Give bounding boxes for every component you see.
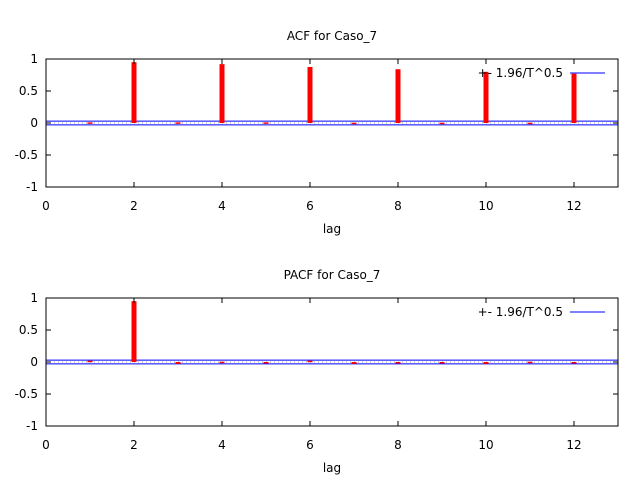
y-tick-label: -1 [26, 180, 38, 194]
y-tick-label: 1 [30, 52, 38, 66]
bar-lag-4 [219, 361, 225, 364]
bar-lag-7 [351, 362, 357, 364]
bar-lag-5 [263, 122, 269, 124]
y-tick-label: -0.5 [15, 387, 38, 401]
x-tick-label: 6 [306, 199, 314, 213]
y-tick-label: 0 [30, 116, 38, 130]
bar-lag-11 [527, 361, 533, 364]
x-tick-label: 4 [218, 438, 226, 452]
y-tick-label: 1 [30, 291, 38, 305]
x-tick-label: 2 [130, 199, 138, 213]
x-tick-label: 0 [42, 438, 50, 452]
bar-lag-1 [87, 122, 93, 124]
x-tick-label: 8 [394, 438, 402, 452]
bar-lag-1 [87, 360, 93, 363]
bar-lag-6 [307, 67, 313, 123]
bar-lag-6 [307, 360, 313, 363]
x-tick-label: 2 [130, 438, 138, 452]
x-axis-label: lag [323, 222, 341, 236]
bar-lag-3 [175, 122, 181, 124]
legend-label: +- 1.96/T^0.5 [478, 66, 563, 80]
bar-lag-12 [571, 362, 577, 364]
bar-lag-3 [175, 362, 181, 364]
x-tick-label: 8 [394, 199, 402, 213]
bar-lag-11 [527, 122, 533, 125]
x-tick-label: 0 [42, 199, 50, 213]
y-tick-label: -1 [26, 419, 38, 433]
y-tick-label: -0.5 [15, 148, 38, 162]
x-tick-label: 12 [566, 438, 581, 452]
bar-lag-8 [395, 362, 401, 364]
bar-lag-12 [571, 73, 577, 123]
x-tick-label: 12 [566, 199, 581, 213]
bar-lag-8 [395, 69, 401, 123]
bar-lag-10 [483, 71, 489, 123]
legend-label: +- 1.96/T^0.5 [478, 305, 563, 319]
bar-lag-2 [131, 301, 137, 362]
x-tick-label: 4 [218, 199, 226, 213]
chart-title: PACF for Caso_7 [284, 268, 381, 282]
x-tick-label: 10 [478, 199, 493, 213]
bar-lag-2 [131, 62, 137, 123]
y-tick-label: 0 [30, 355, 38, 369]
y-tick-label: 0.5 [19, 84, 38, 98]
chart-title: ACF for Caso_7 [287, 29, 377, 43]
bar-lag-4 [219, 64, 225, 123]
bar-lag-9 [439, 362, 445, 364]
x-tick-label: 6 [306, 438, 314, 452]
bar-lag-5 [263, 362, 269, 364]
x-axis-label: lag [323, 461, 341, 475]
bar-lag-9 [439, 122, 445, 125]
bar-lag-10 [483, 362, 489, 364]
x-tick-label: 10 [478, 438, 493, 452]
y-tick-label: 0.5 [19, 323, 38, 337]
bar-lag-7 [351, 122, 357, 125]
